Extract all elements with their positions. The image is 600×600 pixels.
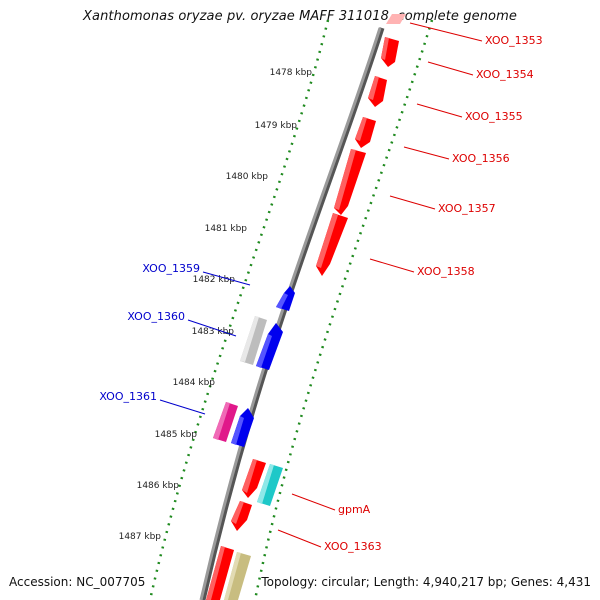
map-title: Xanthomonas oryzae pv. oryzae MAFF 31101… [83, 9, 517, 24]
gene-blue-1362[interactable] [231, 408, 254, 447]
gene-label-gpmA[interactable]: gpmA [338, 503, 371, 516]
gene-label-XOO_1361[interactable]: XOO_1361 [99, 390, 157, 403]
kbp-label: 1481 kbp [205, 224, 248, 234]
kbp-label: 1480 kbp [226, 172, 269, 182]
kbp-label: 1485 kbp [155, 430, 198, 440]
kbp-ticks: 1478 kbp 1479 kbp 1480 kbp 1481 kbp 1482 kbp… [119, 68, 313, 542]
leader-line [409, 22, 483, 42]
gene-XOO_1356[interactable] [355, 117, 376, 148]
gene-red-upper-lower[interactable] [242, 459, 266, 498]
outer-tick-ring [253, 19, 434, 600]
gene-XOO_1361[interactable] [213, 402, 238, 442]
gene-labels: XOO_1353 XOO_1354 XOO_1355 XOO_1356 XOO_1357… [99, 22, 543, 553]
leader-line [427, 61, 474, 76]
kbp-label: 1479 kbp [255, 121, 298, 131]
leader-line [403, 146, 450, 160]
gene-XOO_1353[interactable] [386, 14, 406, 24]
gene-label-XOO_1358[interactable]: XOO_1358 [417, 265, 475, 278]
gene-XOO_1357[interactable] [334, 149, 366, 215]
gene-XOO_1359[interactable] [276, 286, 295, 311]
accession-label: Accession: NC_007705 [9, 575, 146, 589]
genome-summary: Topology: circular; Length: 4,940,217 bp… [261, 575, 591, 589]
backbone [199, 27, 385, 600]
kbp-label: 1484 kbp [173, 378, 216, 388]
leader-line [291, 493, 336, 511]
gene-XOO_1358[interactable] [316, 213, 348, 276]
gene-label-XOO_1357[interactable]: XOO_1357 [438, 202, 496, 215]
gene-label-XOO_1360[interactable]: XOO_1360 [127, 310, 185, 323]
leader-line [202, 271, 251, 286]
backbone-line [199, 27, 382, 600]
gene-label-XOO_1353[interactable]: XOO_1353 [485, 34, 543, 47]
gene-label-XOO_1359[interactable]: XOO_1359 [142, 262, 200, 275]
gene-label-XOO_1354[interactable]: XOO_1354 [476, 68, 534, 81]
kbp-label: 1478 kbp [270, 68, 313, 78]
kbp-label: 1483 kbp [192, 327, 235, 337]
leader-line [389, 195, 436, 210]
gene-XOO_1355[interactable] [368, 76, 387, 107]
gene-red-bottom[interactable] [206, 546, 234, 600]
leader-line [187, 319, 237, 337]
gene-XOO_1363[interactable] [231, 501, 252, 531]
gene-XOO_1354[interactable] [381, 37, 399, 67]
kbp-label: 1486 kbp [137, 481, 180, 491]
leader-line [159, 399, 206, 415]
leader-line [277, 529, 322, 548]
gene-gpmA[interactable] [257, 464, 283, 506]
gene-label-XOO_1355[interactable]: XOO_1355 [465, 110, 523, 123]
leader-line [369, 258, 415, 273]
gene-label-XOO_1356[interactable]: XOO_1356 [452, 152, 510, 165]
gene-olive-bottom[interactable] [224, 552, 251, 600]
gene-gray[interactable] [240, 316, 267, 365]
kbp-label: 1487 kbp [119, 532, 162, 542]
gene-XOO_1360[interactable] [256, 323, 283, 370]
backbone-shadow [200, 27, 385, 600]
leader-line [416, 103, 463, 118]
gene-label-XOO_1363[interactable]: XOO_1363 [324, 540, 382, 553]
inner-tick-ring [148, 19, 330, 600]
kbp-label: 1482 kbp [193, 275, 236, 285]
